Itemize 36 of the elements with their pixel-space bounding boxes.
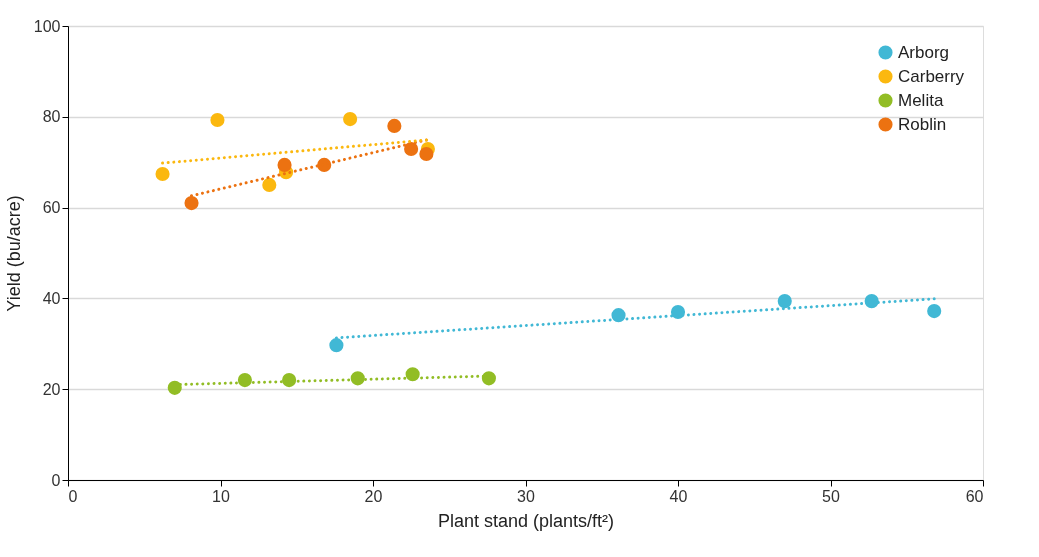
x-tick-label: 60 xyxy=(965,487,984,505)
y-tick-label: 0 xyxy=(51,471,61,489)
y-tick-label: 40 xyxy=(42,289,61,307)
y-axis-title: Yield (bu/acre) xyxy=(3,195,24,312)
point xyxy=(405,367,420,382)
x-tick-label: 50 xyxy=(822,487,840,505)
legend-label: Melita xyxy=(898,90,944,110)
point xyxy=(404,141,419,157)
point xyxy=(387,118,402,133)
point xyxy=(277,157,292,172)
x-tick-label: 30 xyxy=(517,487,535,505)
point xyxy=(329,338,344,353)
point xyxy=(343,112,358,127)
y-tick-label: 60 xyxy=(42,199,61,217)
legend-label: Arborg xyxy=(898,42,950,62)
point xyxy=(184,196,199,211)
y-tick-label: 100 xyxy=(33,17,61,35)
y-tick-label: 80 xyxy=(42,108,61,126)
point xyxy=(670,304,686,320)
x-tick-label: 20 xyxy=(364,487,383,505)
point xyxy=(210,112,225,128)
point xyxy=(777,294,792,309)
x-tick-label: 0 xyxy=(68,487,78,505)
point xyxy=(419,146,434,162)
y-tick-label: 20 xyxy=(42,380,61,398)
x-tick-label: 40 xyxy=(669,487,688,505)
x-axis-title: Plant stand (plants/ft²) xyxy=(437,510,615,531)
point xyxy=(927,304,942,319)
x-tick-label: 10 xyxy=(212,487,230,505)
point xyxy=(262,177,277,192)
point xyxy=(481,371,496,386)
point xyxy=(237,373,252,388)
legend-label: Roblin xyxy=(898,114,947,134)
point xyxy=(167,380,182,395)
legend-label: Carberry xyxy=(898,66,965,86)
point xyxy=(155,166,170,182)
